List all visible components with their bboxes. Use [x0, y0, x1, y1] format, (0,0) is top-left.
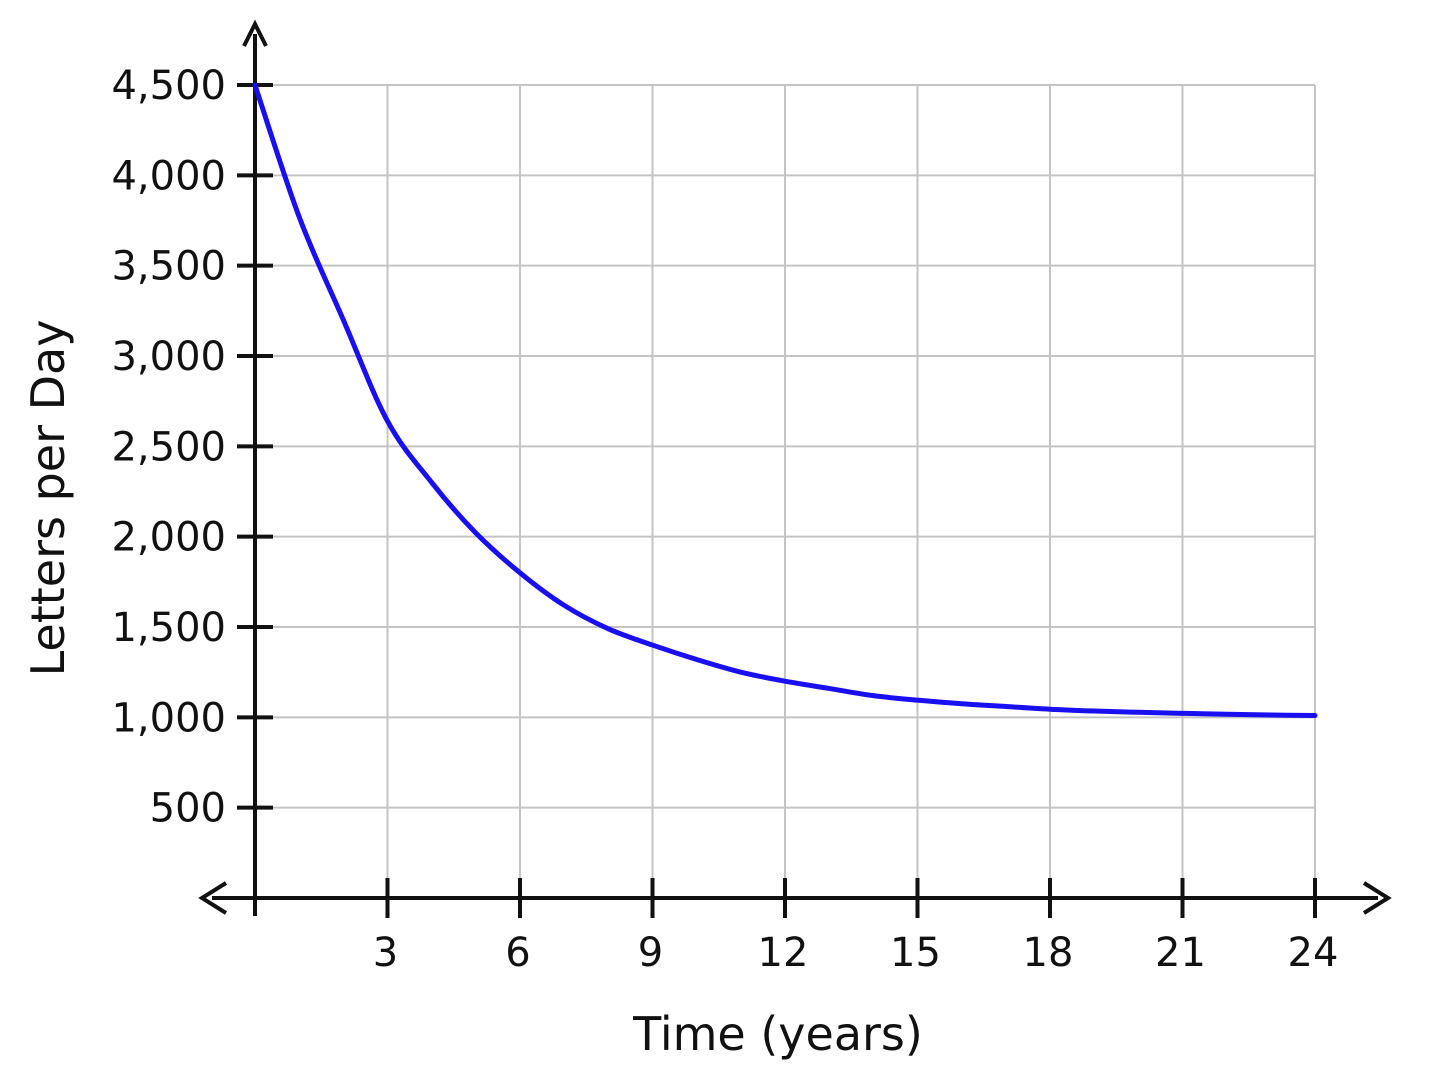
y-axis-title: Letters per Day [21, 320, 75, 677]
series [252, 82, 1318, 719]
grid [255, 84, 1316, 898]
axes [198, 19, 1392, 916]
x-tick-label-5: 18 [1023, 930, 1074, 976]
x-tick-label-7: 24 [1288, 930, 1339, 976]
x-tick-label-1: 6 [505, 930, 530, 976]
y-tick-label-4: 2,500 [111, 424, 226, 470]
y-tick-label-1: 1,000 [111, 695, 226, 741]
x-axis-right-arrow [1362, 881, 1392, 915]
y-tick-label-3: 2,000 [111, 515, 226, 561]
y-tick-label-7: 4,000 [111, 153, 226, 199]
x-tick-label-2: 9 [638, 930, 663, 976]
y-tick-label-0: 500 [150, 786, 226, 832]
x-tick-label-0: 3 [373, 930, 398, 976]
y-axis-top-arrow [242, 19, 268, 47]
y-tick-label-2: 1,500 [111, 605, 226, 651]
y-tick-label-6: 3,500 [111, 244, 226, 290]
series-line-0 [252, 82, 1318, 719]
x-tick-label-4: 15 [890, 930, 941, 976]
x-axis-left-arrow [198, 881, 228, 915]
y-tick-label-5: 3,000 [111, 334, 226, 380]
x-tick-label-3: 12 [758, 930, 809, 976]
x-tick-label-6: 21 [1155, 930, 1206, 976]
ticks: 500 1,000 1,500 2,000 2,500 3,000 3,500 4,000 4,… [111, 63, 1338, 976]
x-axis-title: Time (years) [632, 1007, 923, 1061]
y-tick-label-8: 4,500 [111, 63, 226, 109]
